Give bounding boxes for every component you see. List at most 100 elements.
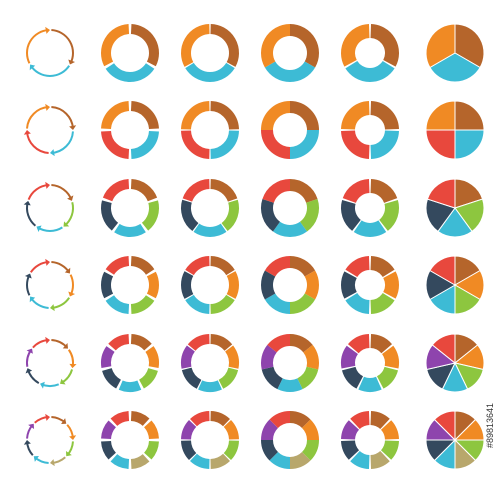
ring-segment: [221, 199, 239, 232]
ring-segment: [289, 24, 319, 68]
ring-segment: [277, 378, 303, 392]
arrow-head: [26, 348, 33, 354]
ring-segment: [350, 450, 370, 469]
ring-segment: [342, 179, 371, 204]
ring-segment: [345, 256, 371, 278]
ring-segment: [114, 223, 146, 237]
ring-segment: [102, 367, 122, 389]
ring-segment: [181, 101, 210, 130]
pie-slice: [425, 100, 456, 131]
ring-segment: [264, 256, 291, 277]
arrow-head: [67, 195, 74, 201]
ring-segment: [296, 366, 319, 390]
ring-segment: [181, 420, 197, 440]
ring-segment: [369, 292, 395, 314]
ring-segment: [101, 271, 114, 299]
segmented-circle-icon: [101, 411, 159, 469]
segmented-circle-icon: [425, 255, 485, 315]
ring-segment: [261, 129, 291, 159]
ring-segment: [223, 440, 239, 460]
pie-slice: [454, 129, 485, 160]
arrow-head: [45, 336, 50, 344]
ring-segment: [369, 334, 393, 354]
arrow-head: [45, 413, 50, 421]
ring-segment: [146, 271, 159, 299]
ring-segment: [29, 65, 71, 77]
ring-segment: [108, 334, 130, 351]
ring-segment: [110, 411, 130, 427]
ring-segment: [130, 256, 155, 275]
ring-segment: [210, 256, 235, 276]
ring-segment: [380, 420, 399, 440]
ring-segment: [210, 24, 239, 67]
segmented-circle-icon: [101, 101, 159, 159]
segmented-circle-icon: [101, 256, 159, 314]
arrow-head: [23, 200, 31, 206]
segmented-circle-icon: [341, 411, 399, 469]
ring-segment: [347, 334, 371, 354]
arrow-head: [69, 435, 77, 440]
ring-segment: [261, 366, 284, 390]
ring-segment: [141, 200, 159, 231]
ring-segment: [353, 220, 387, 237]
ring-segment: [269, 411, 291, 429]
ring-segment: [143, 440, 159, 460]
arrow-head: [50, 304, 55, 312]
ring-segment: [301, 419, 319, 441]
ring-segment: [187, 334, 210, 352]
ring-segment: [261, 344, 277, 370]
ring-segment: [102, 179, 130, 202]
ring-segment: [289, 129, 319, 159]
ring-segment: [181, 199, 199, 232]
ring-segment: [51, 29, 74, 64]
arrow-head: [36, 225, 42, 232]
segmented-circle-icon: [181, 179, 239, 237]
ring-segment: [341, 366, 364, 389]
ring-segment: [26, 106, 49, 129]
ring-segment: [51, 131, 74, 154]
ring-segment: [289, 179, 318, 204]
ring-segment: [378, 200, 399, 231]
arrow-head: [59, 378, 66, 385]
pie-slice: [433, 410, 456, 442]
arrow-head: [50, 459, 55, 467]
segmented-circle-icon: [101, 179, 159, 237]
ring-segment: [261, 419, 279, 441]
ring-segment: [130, 101, 159, 130]
segmented-circle-icon: [341, 101, 399, 159]
ring-segment: [130, 295, 155, 314]
ring-segment: [185, 256, 210, 276]
arrow-head: [68, 59, 76, 65]
ring-segment: [369, 179, 398, 204]
ring-segment: [130, 130, 159, 159]
arrow-head: [29, 64, 36, 71]
ring-segment: [223, 420, 239, 440]
arrow-head: [33, 455, 39, 462]
segmented-circle-icon: [341, 179, 399, 237]
segmented-circle-icon: [425, 178, 485, 238]
ring-segment: [130, 453, 150, 469]
ring-segment: [210, 453, 230, 469]
ring-segment: [381, 345, 399, 369]
ring-segment: [358, 376, 382, 392]
ring-segment: [105, 63, 155, 82]
ring-segment: [262, 179, 291, 204]
ring-segment: [181, 440, 197, 460]
segmented-circle-icon: [341, 334, 399, 392]
ring-segment: [224, 345, 239, 369]
ring-segment: [210, 294, 235, 314]
ring-segment: [101, 130, 130, 159]
ring-segment: [370, 450, 390, 469]
ring-segment: [51, 106, 74, 129]
segmented-circle-icon: [425, 410, 485, 470]
ring-segment: [301, 439, 319, 461]
pie-slice: [425, 23, 456, 69]
segmented-circle-icon: [23, 413, 77, 467]
ring-segment: [376, 366, 399, 389]
ring-segment: [380, 440, 399, 460]
ring-segment: [101, 346, 115, 369]
ring-segment: [261, 270, 276, 300]
ring-segment: [210, 101, 239, 130]
ring-segment: [261, 101, 291, 131]
